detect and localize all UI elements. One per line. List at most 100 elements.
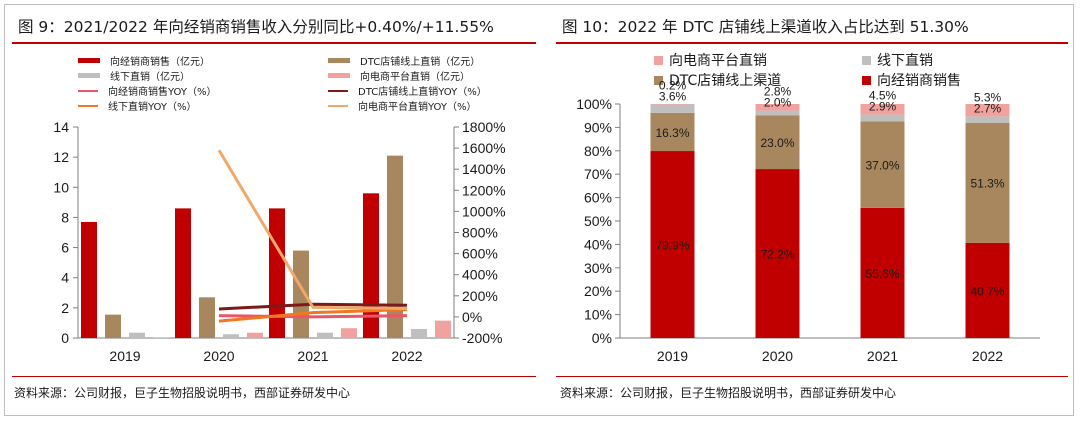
y-tick-label: 0 xyxy=(61,330,69,346)
legend-swatch xyxy=(328,73,350,78)
y-tick-label: 70% xyxy=(584,166,612,182)
y-tick-label: 20% xyxy=(584,283,612,299)
data-label: 3.6% xyxy=(659,89,687,103)
left-source-rule xyxy=(12,376,536,377)
bar xyxy=(341,328,357,338)
data-label: 2.0% xyxy=(764,96,792,110)
legend-label: 线下直销（亿元） xyxy=(110,72,190,83)
data-label: 40.7% xyxy=(970,284,1004,298)
legend-item-ecommerce-share: 向电商平台直销 xyxy=(654,50,767,70)
legend-item-dealer-yoy: 向经销商销售YOY（%） xyxy=(78,83,217,98)
legend-item-dtc-yoy: DTC店铺线上直销YOY（%） xyxy=(328,83,487,98)
stacked-bar-segment xyxy=(965,104,1010,117)
legend-label: 向经销商销售（亿元） xyxy=(110,57,210,68)
right-title-rule xyxy=(556,42,1068,44)
x-tick-label: 2022 xyxy=(972,348,1003,364)
line-series xyxy=(218,302,408,311)
y2-tick-label: 800% xyxy=(462,225,498,241)
data-label: 5.3% xyxy=(974,90,1002,104)
legend-item-offline: 线下直销（亿元） xyxy=(78,68,190,83)
stacked-bar-segment xyxy=(755,110,800,116)
stacked-bar-segment xyxy=(965,116,1010,123)
y-tick-label: 40% xyxy=(584,236,612,252)
y2-tick-label: 1000% xyxy=(462,203,506,219)
right-chart-title: 图 10：2022 年 DTC 店铺线上渠道收入占比达到 51.30% xyxy=(562,18,969,36)
line-series xyxy=(218,314,408,319)
y-tick-label: 60% xyxy=(584,190,612,206)
y-tick-label: 90% xyxy=(584,119,612,135)
data-label: 23.0% xyxy=(760,136,794,150)
right-source-rule xyxy=(556,376,1068,377)
y2-tick-label: -200% xyxy=(462,330,502,346)
stacked-bar-segment xyxy=(860,114,905,122)
y-tick-label: 8 xyxy=(61,209,69,225)
y2-tick-label: 1600% xyxy=(462,140,506,156)
stacked-bar-segment xyxy=(650,151,695,338)
legend-swatch xyxy=(654,55,663,65)
bar xyxy=(223,334,239,338)
bar xyxy=(435,320,451,338)
bar xyxy=(363,193,379,338)
data-label: 16.3% xyxy=(655,126,689,140)
y-tick-label: 2 xyxy=(61,300,69,316)
bar xyxy=(411,328,427,338)
bar xyxy=(247,332,263,338)
y2-tick-label: 400% xyxy=(462,267,498,283)
x-tick-label: 2019 xyxy=(109,348,140,364)
stacked-bar-segment xyxy=(755,169,800,338)
data-label: 79.9% xyxy=(655,239,689,253)
stacked-bar-segment xyxy=(650,104,695,113)
bar xyxy=(199,297,215,338)
y2-tick-label: 1800% xyxy=(462,119,506,135)
data-label: 2.7% xyxy=(974,101,1002,115)
y-tick-label: 0% xyxy=(592,330,612,346)
legend-item-ecommerce-yoy: 向电商平台直销YOY（%） xyxy=(328,98,477,113)
bar xyxy=(317,332,333,338)
bar xyxy=(175,208,191,338)
legend-label: 向经销商销售YOY（%） xyxy=(108,87,217,98)
legend-label: DTC店铺线上直销YOY（%） xyxy=(358,87,487,98)
stacked-bar-segment xyxy=(860,121,905,208)
legend-label: DTC店铺线上直销（亿元） xyxy=(360,57,481,68)
legend-item-offline-share: 线下直销 xyxy=(862,50,933,70)
legend-swatch xyxy=(654,75,663,85)
data-label: 2.9% xyxy=(869,100,897,114)
x-tick-label: 2021 xyxy=(297,348,328,364)
bar xyxy=(105,314,121,338)
data-label: 37.0% xyxy=(865,159,899,173)
x-tick-label: 2020 xyxy=(203,348,234,364)
x-tick-label: 2022 xyxy=(391,348,422,364)
legend-swatch xyxy=(78,89,98,92)
legend-label: 向电商平台直销 xyxy=(669,53,767,69)
legend-swatch xyxy=(78,58,100,63)
bar xyxy=(387,155,403,338)
left-source-note: 资料来源：公司财报，巨子生物招股说明书，西部证券研发中心 xyxy=(14,386,351,400)
y-tick-label: 50% xyxy=(584,213,612,229)
stacked-bar-segment xyxy=(650,112,695,152)
legend-label: 向经销商销售 xyxy=(877,73,961,89)
legend-swatch xyxy=(78,73,100,78)
y-tick-label: 80% xyxy=(584,143,612,159)
legend-swatch xyxy=(328,89,348,92)
legend-label: 向电商平台直销YOY（%） xyxy=(358,102,477,113)
legend-swatch xyxy=(328,104,348,107)
y2-tick-label: 1200% xyxy=(462,182,506,198)
y-tick-label: 14 xyxy=(53,119,69,135)
legend-swatch xyxy=(78,104,98,107)
legend-item-ecommerce: 向电商平台直销（亿元） xyxy=(328,68,470,83)
legend-label: 向电商平台直销（亿元） xyxy=(360,72,470,83)
stacked-bar-segment xyxy=(860,104,905,115)
legend-label: 线下直销YOY（%） xyxy=(108,102,197,113)
legend-swatch xyxy=(328,58,350,63)
y-tick-label: 6 xyxy=(61,240,69,256)
y-tick-label: 4 xyxy=(61,270,69,286)
y-tick-label: 12 xyxy=(53,149,69,165)
stacked-bar-segment xyxy=(755,115,800,170)
stacked-bar-segment xyxy=(965,122,1010,243)
data-label: 51.3% xyxy=(970,177,1004,191)
legend-item-dealer-sales: 向经销商销售（亿元） xyxy=(78,53,210,68)
y-tick-label: 30% xyxy=(584,260,612,276)
stacked-bar-segment xyxy=(860,207,905,338)
y2-tick-label: 200% xyxy=(462,288,498,304)
legend-swatch xyxy=(862,75,871,85)
